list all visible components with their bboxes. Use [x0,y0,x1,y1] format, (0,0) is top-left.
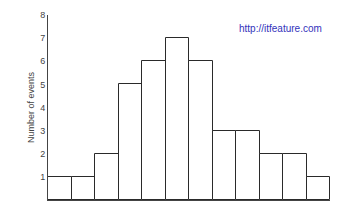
svg-text:Number of events: Number of events [26,71,36,143]
svg-text:3: 3 [40,126,45,136]
svg-text:1: 1 [40,172,45,182]
svg-text:6: 6 [40,56,45,66]
svg-text:http://itfeature.com: http://itfeature.com [239,23,322,34]
svg-text:7: 7 [40,33,45,43]
svg-text:4: 4 [40,103,45,113]
svg-text:5: 5 [40,80,45,90]
svg-text:2: 2 [40,149,45,159]
svg-text:8: 8 [40,10,45,20]
